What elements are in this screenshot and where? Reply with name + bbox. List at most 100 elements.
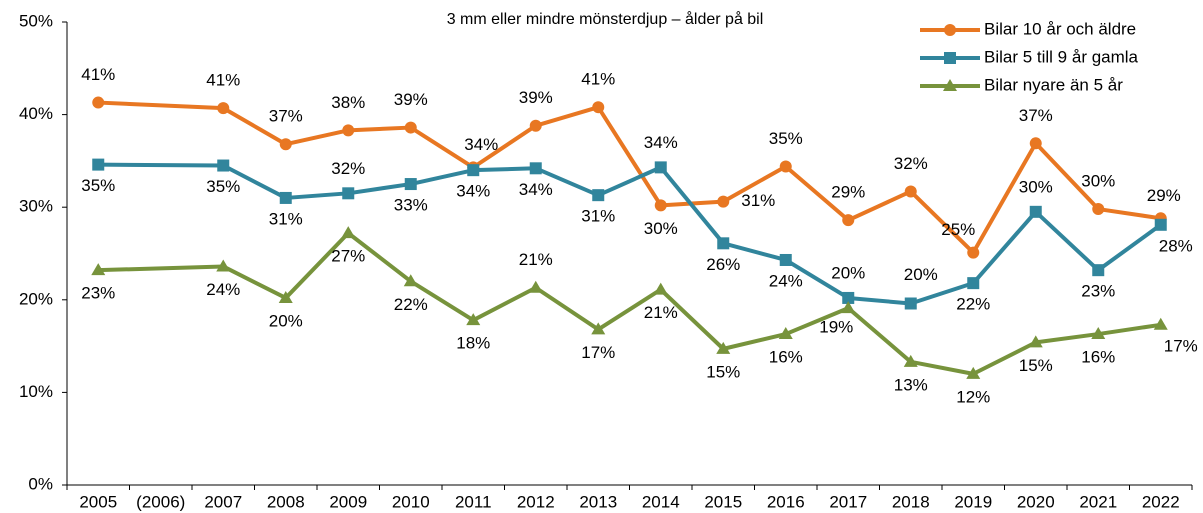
point bbox=[403, 274, 418, 287]
legend-label: Bilar nyare än 5 år bbox=[984, 75, 1123, 94]
line bbox=[98, 100, 1162, 255]
data-label: 31% bbox=[269, 209, 303, 228]
point bbox=[716, 341, 731, 354]
data-label: 34% bbox=[644, 133, 678, 152]
point bbox=[341, 226, 356, 239]
x-tick-label: 2016 bbox=[767, 492, 805, 511]
legend-label: Bilar 10 år och äldre bbox=[984, 19, 1136, 38]
point bbox=[279, 191, 292, 204]
data-label: 34% bbox=[456, 182, 490, 201]
point bbox=[717, 237, 730, 250]
point bbox=[904, 185, 917, 198]
point bbox=[591, 322, 606, 335]
point bbox=[466, 313, 481, 326]
point bbox=[1028, 335, 1043, 348]
x-tick-label: 2005 bbox=[79, 492, 117, 511]
point bbox=[1092, 203, 1105, 216]
x-tick-label: (2006) bbox=[136, 492, 185, 511]
legend-marker bbox=[944, 24, 956, 36]
x-tick-label: 2015 bbox=[704, 492, 742, 511]
x-tick-label: 2020 bbox=[1017, 492, 1055, 511]
data-label: 13% bbox=[894, 375, 928, 394]
data-label: 35% bbox=[769, 129, 803, 148]
data-label: 30% bbox=[644, 219, 678, 238]
legend-marker bbox=[944, 52, 956, 64]
data-label: 38% bbox=[331, 93, 365, 112]
point bbox=[1029, 137, 1042, 150]
data-label: 31% bbox=[581, 207, 615, 226]
point bbox=[654, 199, 667, 212]
data-label: 41% bbox=[81, 65, 115, 84]
x-tick-label: 2013 bbox=[579, 492, 617, 511]
point bbox=[279, 138, 292, 151]
data-label: 34% bbox=[464, 135, 498, 154]
point bbox=[592, 101, 605, 114]
data-label: 21% bbox=[644, 303, 678, 322]
point bbox=[653, 282, 668, 295]
data-label: 22% bbox=[956, 295, 990, 314]
y-tick-label: 30% bbox=[19, 197, 53, 216]
data-label: 20% bbox=[269, 311, 303, 330]
point bbox=[404, 178, 417, 191]
point bbox=[278, 290, 293, 303]
y-tick-label: 20% bbox=[19, 289, 53, 308]
data-label: 24% bbox=[206, 280, 240, 299]
point bbox=[904, 297, 917, 310]
data-label: 37% bbox=[1019, 106, 1053, 125]
point bbox=[778, 327, 793, 340]
point bbox=[92, 96, 105, 109]
point bbox=[967, 246, 980, 259]
x-tick-label: 2018 bbox=[892, 492, 930, 511]
point bbox=[91, 263, 106, 276]
x-tick-label: 2021 bbox=[1079, 492, 1117, 511]
data-label: 30% bbox=[1019, 177, 1053, 196]
x-tick-label: 2012 bbox=[517, 492, 555, 511]
y-tick-label: 0% bbox=[28, 474, 53, 493]
point bbox=[528, 280, 543, 293]
x-tick-label: 2007 bbox=[204, 492, 242, 511]
x-tick-label: 2014 bbox=[642, 492, 680, 511]
data-label: 20% bbox=[904, 265, 938, 284]
data-label: 18% bbox=[456, 334, 490, 353]
data-label: 23% bbox=[1081, 282, 1115, 301]
chart-title: 3 mm eller mindre mönsterdjup – ålder på… bbox=[447, 10, 764, 28]
data-label: 34% bbox=[519, 180, 553, 199]
data-label: 25% bbox=[941, 220, 975, 239]
data-label: 15% bbox=[1019, 356, 1053, 375]
data-label: 29% bbox=[831, 183, 865, 202]
y-tick-label: 50% bbox=[19, 11, 53, 30]
data-label: 37% bbox=[269, 107, 303, 126]
point bbox=[779, 253, 792, 266]
line bbox=[98, 231, 1162, 376]
data-label: 41% bbox=[581, 70, 615, 89]
point bbox=[967, 277, 980, 290]
x-tick-label: 2010 bbox=[392, 492, 430, 511]
point bbox=[966, 366, 981, 379]
point bbox=[342, 187, 355, 200]
data-label: 16% bbox=[769, 348, 803, 367]
point bbox=[92, 158, 105, 171]
data-label: 22% bbox=[394, 295, 428, 314]
data-label: 21% bbox=[519, 250, 553, 269]
y-tick-label: 40% bbox=[19, 104, 53, 123]
data-label: 32% bbox=[894, 154, 928, 173]
data-label: 39% bbox=[519, 88, 553, 107]
point bbox=[1029, 205, 1042, 218]
data-label: 28% bbox=[1159, 236, 1193, 255]
point bbox=[903, 354, 918, 367]
data-label: 17% bbox=[1164, 336, 1198, 355]
data-label: 27% bbox=[331, 247, 365, 266]
y-tick-label: 10% bbox=[19, 382, 53, 401]
point bbox=[1154, 218, 1167, 231]
data-label: 24% bbox=[769, 271, 803, 290]
point bbox=[592, 189, 605, 202]
point bbox=[1153, 317, 1168, 330]
data-label: 31% bbox=[741, 191, 775, 210]
x-tick-label: 2017 bbox=[829, 492, 867, 511]
point bbox=[342, 124, 355, 137]
point bbox=[842, 291, 855, 304]
point bbox=[779, 160, 792, 173]
data-label: 23% bbox=[81, 284, 115, 303]
data-label: 41% bbox=[206, 71, 240, 90]
